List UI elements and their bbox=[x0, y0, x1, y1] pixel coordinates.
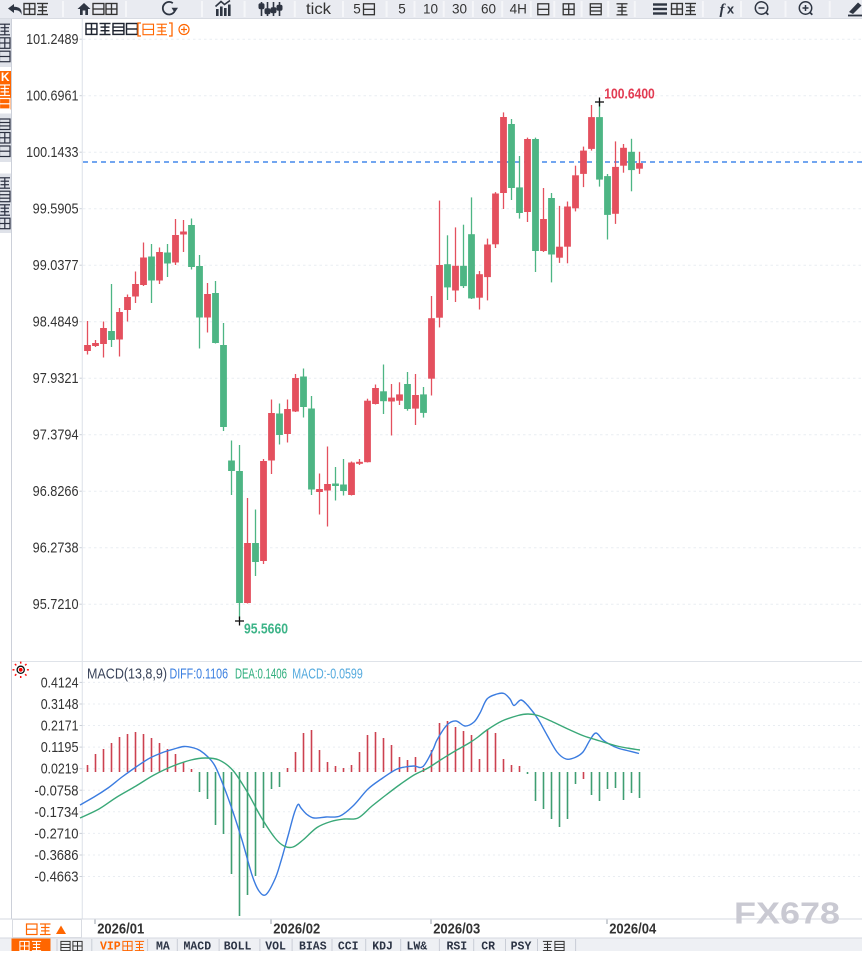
svg-text:97.3794: 97.3794 bbox=[33, 427, 79, 444]
svg-text:MACD:-0.0599: MACD:-0.0599 bbox=[292, 666, 363, 683]
svg-text:BIAS: BIAS bbox=[299, 941, 327, 952]
svg-text:100.6400: 100.6400 bbox=[604, 87, 655, 103]
svg-text:10: 10 bbox=[423, 2, 438, 17]
svg-text:2026/01: 2026/01 bbox=[97, 922, 144, 938]
svg-text:CCI: CCI bbox=[338, 941, 359, 952]
svg-text:-0.2710: -0.2710 bbox=[34, 825, 78, 842]
svg-text:101.2489: 101.2489 bbox=[26, 31, 78, 48]
svg-text:95.7210: 95.7210 bbox=[33, 596, 79, 613]
svg-text:CR: CR bbox=[481, 941, 495, 952]
svg-text:100.1433: 100.1433 bbox=[26, 144, 78, 161]
svg-text:4H: 4H bbox=[510, 2, 527, 17]
svg-text:PSY: PSY bbox=[511, 941, 532, 952]
svg-text:0.4124: 0.4124 bbox=[41, 674, 79, 691]
svg-text:tick: tick bbox=[306, 1, 331, 18]
svg-text:MA: MA bbox=[156, 941, 170, 952]
svg-text:96.8266: 96.8266 bbox=[33, 483, 79, 500]
svg-text:60: 60 bbox=[481, 2, 496, 17]
svg-text:MACD(13,8,9): MACD(13,8,9) bbox=[87, 666, 167, 683]
svg-text:2026/04: 2026/04 bbox=[609, 922, 656, 938]
svg-text:2026/03: 2026/03 bbox=[433, 922, 480, 938]
svg-text:MACD: MACD bbox=[183, 941, 211, 952]
svg-text:0.2171: 0.2171 bbox=[41, 718, 79, 735]
svg-text:f: f bbox=[720, 2, 727, 18]
svg-text:FX678: FX678 bbox=[734, 896, 840, 931]
svg-text:-0.0758: -0.0758 bbox=[34, 782, 78, 799]
svg-text:5: 5 bbox=[398, 2, 406, 17]
svg-text:-0.1734: -0.1734 bbox=[34, 804, 78, 821]
svg-text:BOLL: BOLL bbox=[224, 941, 252, 952]
svg-text:97.9321: 97.9321 bbox=[33, 370, 79, 387]
svg-text:DIFF:0.1106: DIFF:0.1106 bbox=[170, 666, 229, 683]
svg-text:VIP: VIP bbox=[100, 941, 121, 952]
svg-text:x: x bbox=[727, 2, 735, 17]
svg-text:5: 5 bbox=[353, 2, 361, 17]
svg-text:98.4849: 98.4849 bbox=[33, 314, 79, 331]
svg-text:RSI: RSI bbox=[446, 941, 467, 952]
svg-text:100.6961: 100.6961 bbox=[26, 88, 78, 105]
svg-text:2026/02: 2026/02 bbox=[273, 922, 320, 938]
svg-text:-0.4663: -0.4663 bbox=[34, 869, 78, 886]
svg-text:K: K bbox=[1, 70, 10, 84]
svg-text:30: 30 bbox=[452, 2, 467, 17]
svg-text:0.0219: 0.0219 bbox=[41, 761, 79, 778]
svg-text:96.2738: 96.2738 bbox=[33, 540, 79, 557]
svg-text:LW&: LW& bbox=[406, 941, 427, 952]
svg-text:95.5660: 95.5660 bbox=[244, 622, 288, 638]
svg-text:-0.3686: -0.3686 bbox=[34, 847, 78, 864]
svg-text:99.0377: 99.0377 bbox=[33, 257, 79, 274]
svg-text:99.5905: 99.5905 bbox=[33, 201, 79, 218]
svg-text:KDJ: KDJ bbox=[372, 941, 393, 952]
svg-text:DEA:0.1406: DEA:0.1406 bbox=[235, 666, 287, 683]
svg-text:0.3148: 0.3148 bbox=[41, 696, 79, 713]
svg-text:VOL: VOL bbox=[265, 941, 286, 952]
svg-text:0.1195: 0.1195 bbox=[41, 739, 79, 756]
